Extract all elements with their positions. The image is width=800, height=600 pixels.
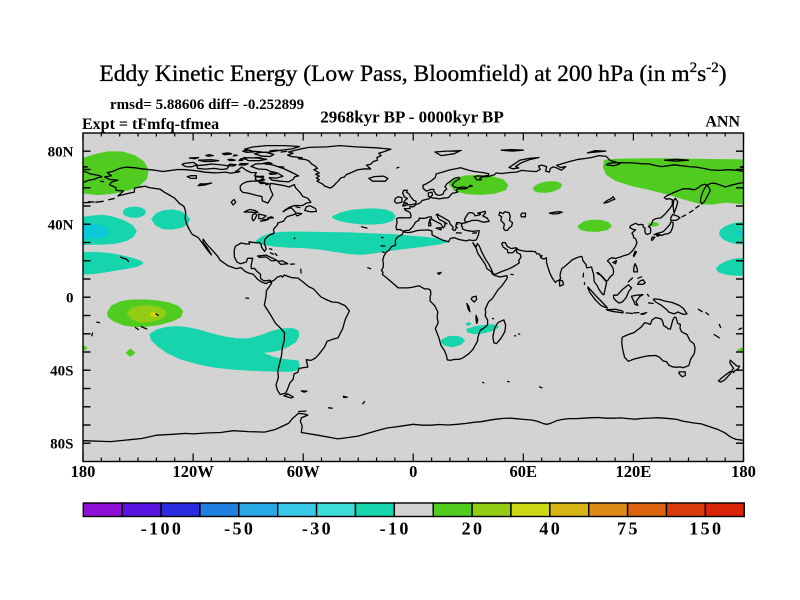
svg-text:120E: 120E <box>616 462 652 481</box>
svg-text:40S: 40S <box>50 364 73 380</box>
svg-text:-100: -100 <box>141 519 184 539</box>
svg-text:0: 0 <box>409 462 417 481</box>
svg-text:-50: -50 <box>224 519 255 539</box>
svg-text:0: 0 <box>66 291 74 307</box>
svg-text:120W: 120W <box>172 462 214 481</box>
svg-text:Eddy Kinetic Energy (Low Pass,: Eddy Kinetic Energy (Low Pass, Bloomfiel… <box>99 60 726 87</box>
svg-text:60W: 60W <box>287 462 321 481</box>
svg-text:75: 75 <box>617 519 640 539</box>
svg-text:150: 150 <box>689 519 723 539</box>
svg-text:-10: -10 <box>380 519 411 539</box>
svg-text:60E: 60E <box>510 462 538 481</box>
svg-text:2968kyr BP - 0000kyr BP: 2968kyr BP - 0000kyr BP <box>320 108 504 127</box>
svg-text:-30: -30 <box>302 519 333 539</box>
svg-text:80N: 80N <box>48 145 74 161</box>
svg-text:ANN: ANN <box>705 113 740 130</box>
svg-text:180: 180 <box>71 462 96 481</box>
svg-text:180: 180 <box>731 462 756 481</box>
svg-text:20: 20 <box>462 519 485 539</box>
svg-text:40N: 40N <box>48 218 74 234</box>
svg-text:rmsd= 5.88606 diff= -0.252899: rmsd= 5.88606 diff= -0.252899 <box>110 97 304 113</box>
svg-text:40: 40 <box>539 519 562 539</box>
svg-text:Expt = tFmfq-tfmea: Expt = tFmfq-tfmea <box>82 116 219 133</box>
svg-text:80S: 80S <box>50 437 73 453</box>
